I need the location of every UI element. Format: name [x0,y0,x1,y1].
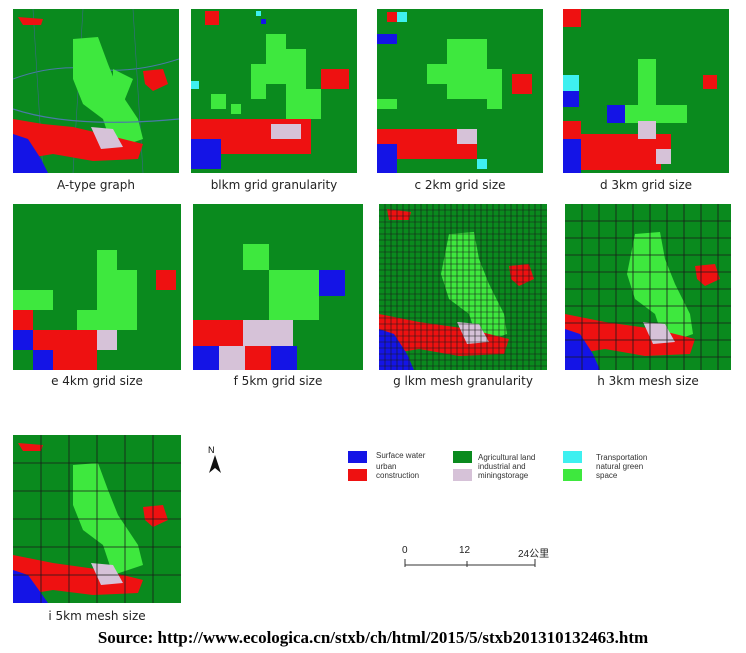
panel-d-map [563,9,729,173]
legend-swatch-natural [563,469,582,481]
legend-label-transport: Transportation [596,453,648,462]
legend-label-agricultural: Agricultural land [478,453,536,462]
legend-label-natural: natural green space [596,462,644,480]
legend-label-urban: urban construction [376,462,420,480]
legend-label-water: Surface water [376,451,426,460]
caption-d: d 3km grid size [599,178,693,192]
caption-g: g lkm mesh granularity [393,374,533,388]
legend-swatch-urban [348,469,367,481]
source-text: Source: http://www.ecologica.cn/stxb/ch/… [97,628,649,647]
panel-f-map [193,204,363,370]
legend-swatch-water [348,451,367,463]
legend-label-industrial: industrial and miningstorage [478,462,529,480]
scale-label-24: 24公里 [518,549,550,560]
panel-e-map [13,204,181,370]
legend-swatch-transport [563,451,582,463]
scale-bar [404,559,536,567]
caption-c: c 2km grid size [414,178,506,192]
legend-swatch-agricultural [453,451,472,463]
caption-b: blkm grid granularity [210,178,338,192]
north-label: N [208,445,215,455]
panel-c-map [377,9,543,173]
caption-i: i 5km mesh size [48,609,146,623]
scale-label-0: 0 [402,545,408,556]
panel-i-map [13,435,181,603]
north-arrow-icon [209,455,221,473]
caption-f: f 5km grid size [233,374,323,388]
legend-swatch-industrial [453,469,472,481]
panel-a-map [13,9,179,173]
caption-e: e 4km grid size [51,374,143,388]
panel-h-map [565,204,731,370]
scale-label-12: 12 [459,545,471,556]
panel-g-map [379,204,547,370]
caption-a: A-type graph [56,178,136,192]
caption-h: h 3km mesh size [597,374,699,388]
panel-b-map [191,9,357,173]
